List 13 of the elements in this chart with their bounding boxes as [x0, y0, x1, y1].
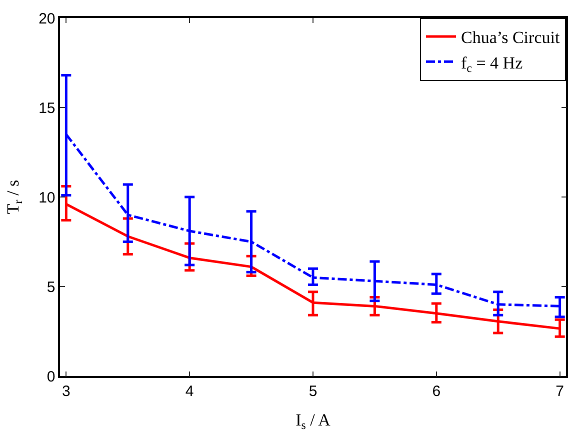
- y-tick-label: 5: [46, 278, 56, 296]
- y-tick-label: 10: [38, 189, 56, 206]
- x-tick-label: 7: [556, 382, 564, 400]
- x-tick-label: 4: [185, 382, 194, 400]
- x-tick-label: 6: [432, 382, 441, 400]
- y-tick-label: 20: [38, 10, 56, 28]
- x-tick-label: 3: [62, 382, 70, 400]
- legend-label: f$_{c}$ = 4 Hz: [461, 53, 524, 75]
- x-axis-title: I$_{s}$ / A: [296, 410, 332, 432]
- legend-label: Chua’s Circuit: [461, 28, 560, 48]
- y-tick-label: 0: [46, 368, 56, 386]
- x-tick-label: 5: [308, 382, 318, 400]
- y-tick-label: 15: [38, 100, 56, 117]
